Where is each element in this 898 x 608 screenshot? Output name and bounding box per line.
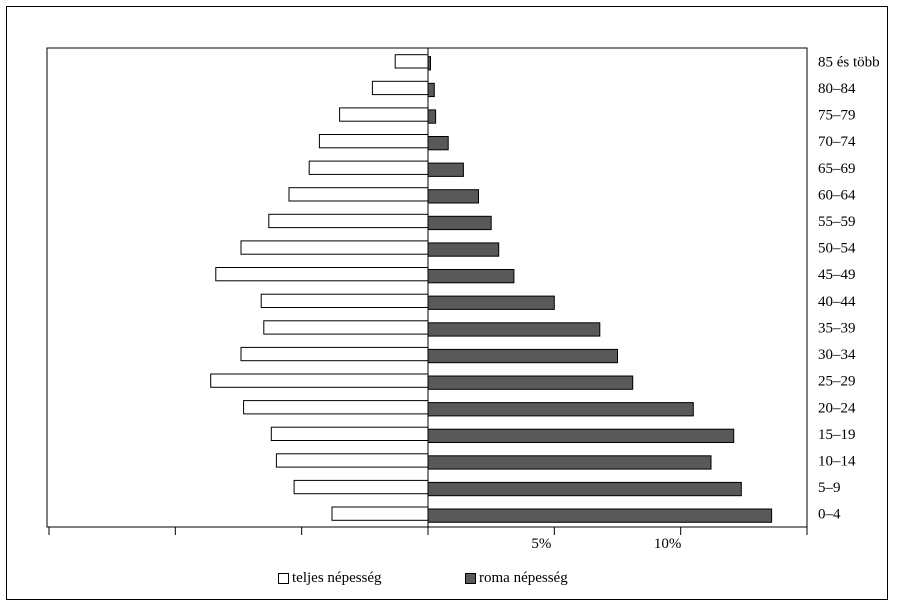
x-tick-label-4: 5% <box>531 536 551 552</box>
bar-roma-8 <box>427 295 555 310</box>
legend-swatch-roma <box>465 573 476 584</box>
legend: teljes népesség roma népesség <box>0 570 898 594</box>
bar-total-17 <box>394 54 429 69</box>
bar-total-7 <box>263 320 429 335</box>
bar-roma-6 <box>427 348 618 364</box>
bar-total-2 <box>275 453 429 468</box>
age-label-0: 0–4 <box>818 507 841 523</box>
bar-total-3 <box>270 426 429 442</box>
age-label-14: 70–74 <box>818 134 856 150</box>
bar-total-15 <box>339 107 429 122</box>
age-label-4: 20–24 <box>818 400 856 416</box>
age-label-5: 25–29 <box>818 374 856 390</box>
age-label-17: 85 és több <box>818 54 880 70</box>
age-label-11: 55–59 <box>818 214 856 230</box>
bar-roma-12 <box>427 189 479 204</box>
age-label-8: 40–44 <box>818 294 856 310</box>
bar-total-8 <box>260 293 429 309</box>
legend-item-roma: roma népesség <box>465 570 568 587</box>
age-label-6: 30–34 <box>818 347 856 363</box>
bar-total-10 <box>240 240 429 255</box>
bar-total-14 <box>318 134 429 149</box>
bar-roma-13 <box>427 162 464 177</box>
age-label-1: 5–9 <box>818 480 841 496</box>
age-label-10: 50–54 <box>818 241 856 257</box>
age-label-7: 35–39 <box>818 320 856 336</box>
bar-total-1 <box>293 479 429 495</box>
age-label-3: 15–19 <box>818 427 856 443</box>
age-label-12: 60–64 <box>818 187 856 203</box>
bar-roma-0 <box>427 508 773 523</box>
bar-total-13 <box>308 160 429 175</box>
total-population-bars <box>210 54 429 521</box>
age-label-16: 80–84 <box>818 81 856 97</box>
bar-total-5 <box>210 373 429 388</box>
bar-roma-15 <box>427 109 437 124</box>
bar-roma-11 <box>427 215 492 231</box>
bar-roma-5 <box>427 375 634 390</box>
x-tick-label-5: 10% <box>654 536 682 552</box>
bar-total-9 <box>215 267 429 282</box>
bar-roma-10 <box>427 242 500 257</box>
legend-label-roma: roma népesség <box>479 570 568 586</box>
bar-roma-4 <box>427 402 694 417</box>
bar-roma-7 <box>427 322 601 337</box>
age-label-2: 10–14 <box>818 454 856 470</box>
bar-roma-1 <box>427 481 742 497</box>
bar-total-6 <box>240 346 429 362</box>
bar-total-11 <box>268 213 429 229</box>
bar-roma-9 <box>427 269 515 284</box>
bar-roma-14 <box>427 136 449 151</box>
bar-roma-3 <box>427 428 735 444</box>
bar-total-16 <box>371 80 429 96</box>
x-axis-ticks: 5% 10% <box>48 527 808 552</box>
age-label-13: 65–69 <box>818 161 856 177</box>
age-label-15: 75–79 <box>818 108 856 124</box>
bar-roma-16 <box>427 82 435 98</box>
legend-label-total: teljes népesség <box>292 570 382 586</box>
age-label-9: 45–49 <box>818 267 856 283</box>
age-group-labels: 0–4 5–9 10–14 15–19 20–24 25–29 30–34 35–39 40–4… <box>818 54 880 522</box>
bar-total-12 <box>288 187 429 202</box>
bar-roma-2 <box>427 455 712 470</box>
bar-total-0 <box>331 506 429 521</box>
roma-population-bars <box>427 56 773 523</box>
bar-total-4 <box>243 400 429 415</box>
legend-swatch-total <box>278 573 289 584</box>
legend-item-total: teljes népesség <box>278 570 382 587</box>
